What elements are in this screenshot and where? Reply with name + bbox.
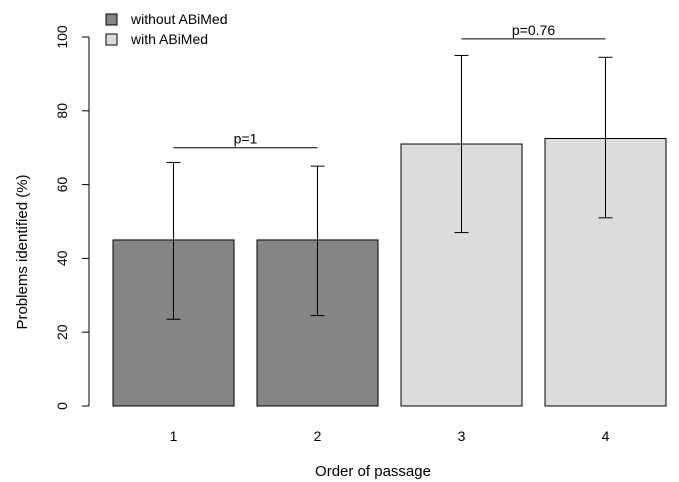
x-tick-label-2: 2 [314, 428, 322, 444]
x-axis-label: Order of passage [315, 463, 431, 480]
y-axis-label: Problems identified (%) [14, 174, 31, 329]
annotations: p=1 p=0.76 [173, 22, 606, 149]
y-tick-label-60: 60 [54, 177, 70, 193]
y-axis: 0 20 40 60 80 100 [54, 25, 90, 410]
legend-label-1: without ABiMed [130, 11, 228, 27]
error-bars [166, 54, 613, 320]
y-tick-label-0: 0 [54, 402, 70, 410]
y-tick-label-80: 80 [54, 103, 70, 119]
legend-swatch-1 [105, 13, 118, 26]
y-tick-label-100: 100 [54, 25, 70, 49]
bars [112, 137, 667, 407]
significance-label-1: p=1 [234, 131, 258, 147]
x-axis-ticks: 1 2 3 4 [170, 428, 610, 444]
legend-label-2: with ABiMed [130, 31, 208, 47]
legend-swatch-2 [105, 33, 118, 46]
x-tick-label-1: 1 [170, 428, 178, 444]
x-tick-label-3: 3 [458, 428, 466, 444]
significance-label-2: p=0.76 [512, 22, 555, 38]
y-tick-label-40: 40 [54, 250, 70, 266]
legend: without ABiMed with ABiMed [105, 11, 228, 47]
y-tick-label-20: 20 [54, 324, 70, 340]
x-tick-label-4: 4 [602, 428, 610, 444]
